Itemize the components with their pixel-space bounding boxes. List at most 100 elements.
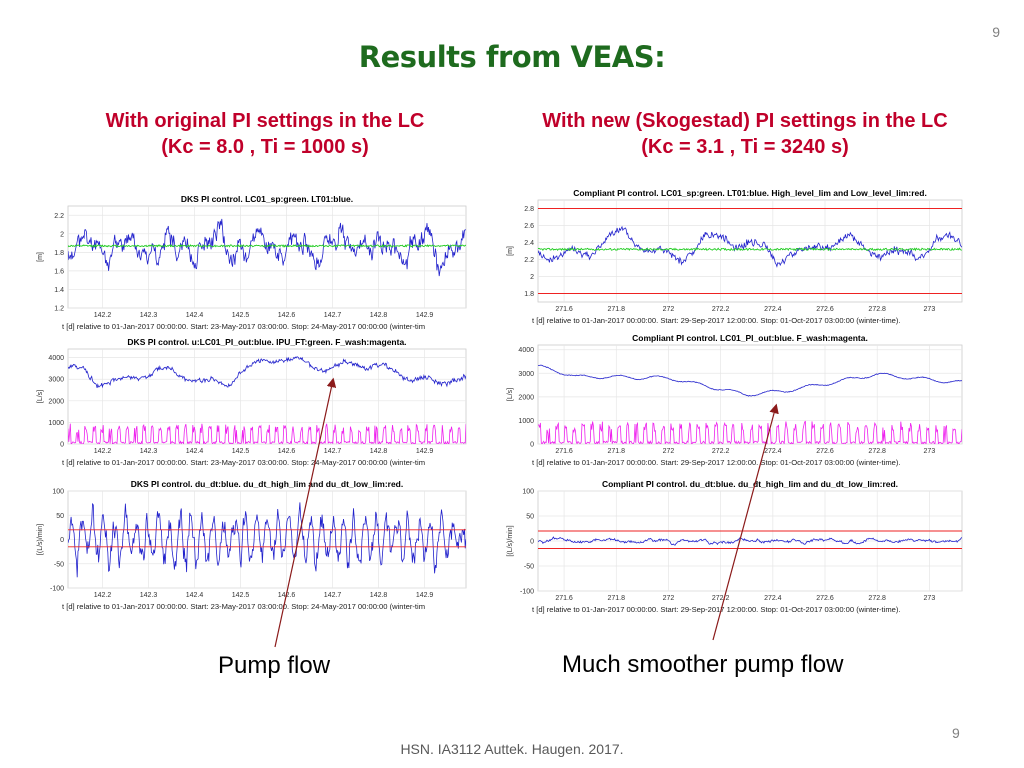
left-level-ytick-label: 2 — [60, 231, 64, 238]
left-flow-ylabel: [L/s] — [37, 390, 44, 403]
right-rate-ytick-label: 50 — [526, 514, 534, 521]
left-level-series-blue-0 — [68, 218, 466, 277]
left-flow-xlabel: t [d] relative to 01-Jan-2017 00:00:00. … — [62, 458, 425, 467]
right-level-xtick-label: 272 — [663, 306, 675, 313]
left-flow-xtick-label: 142.4 — [186, 448, 204, 455]
left-flow-xtick-label: 142.5 — [232, 448, 250, 455]
right-level-series-blue-0 — [538, 225, 962, 268]
right-flow-xtick-label: 272.4 — [764, 448, 782, 455]
right-flow-series-blue-0 — [538, 364, 962, 397]
right-level-ytick-label: 2.8 — [524, 206, 534, 213]
right-level-xtick-label: 271.8 — [608, 306, 626, 313]
right-flow-ytick-label: 0 — [530, 442, 534, 449]
left-rate-xtick-label: 142.4 — [186, 592, 204, 599]
left-flow-series-blue-0 — [68, 356, 466, 389]
right-flow-ytick-label: 2000 — [518, 394, 534, 401]
right-rate-ylabel: [(L/s)/min] — [507, 525, 514, 556]
left-level-xtick-label: 142.5 — [232, 312, 250, 319]
left-level-xtick-label: 142.6 — [278, 312, 296, 319]
right-flow-xtick-label: 272 — [663, 448, 675, 455]
right-flow-ylabel: [L/s] — [507, 388, 514, 401]
right-level-xtick-label: 272.6 — [816, 306, 834, 313]
left-rate-plot: DKS PI control. du_dt:blue. du_dt_high_l… — [37, 479, 467, 611]
right-level-ytick-label: 2.6 — [524, 223, 534, 230]
right-flow-ytick-label: 3000 — [518, 371, 534, 378]
left-rate-xlabel: t [d] relative to 01-Jan-2017 00:00:00. … — [62, 602, 425, 611]
left-rate-ylabel: [(L/s)/min] — [37, 524, 44, 555]
right-level-xtick-label: 272.4 — [764, 306, 782, 313]
left-flow-series-magenta-1 — [68, 423, 466, 444]
right-flow-title: Compliant PI control. LC01_PI_out:blue. … — [632, 333, 868, 343]
right-flow-xtick-label: 271.6 — [555, 448, 573, 455]
right-level-series-green-1 — [538, 247, 962, 252]
right-heading-line2: (Kc = 3.1 , Ti = 3240 s) — [641, 136, 849, 158]
right-flow-ytick-label: 4000 — [518, 347, 534, 354]
left-rate-ytick-label: -100 — [50, 586, 64, 593]
left-heading-line1: With original PI settings in the LC — [105, 110, 425, 132]
smoother-flow-arrow — [712, 403, 779, 641]
right-rate-plot: Compliant PI control. du_dt:blue. du_dt_… — [507, 479, 963, 614]
left-flow-xtick-label: 142.7 — [324, 448, 342, 455]
left-heading-line2: (Kc = 8.0 , Ti = 1000 s) — [161, 136, 369, 158]
slide-number-bottom: 9 — [952, 725, 960, 741]
left-flow-ytick-label: 3000 — [48, 377, 64, 384]
left-rate-xtick-label: 142.7 — [324, 592, 342, 599]
right-flow-xlabel: t [d] relative to 01-Jan-2017 00:00:00. … — [532, 458, 901, 467]
left-rate-ytick-label: 100 — [52, 489, 64, 496]
left-flow-plot: DKS PI control. u:LC01_PI_out:blue. IPU_… — [37, 337, 467, 467]
left-rate-xtick-label: 142.3 — [140, 592, 158, 599]
pump-flow-arrow — [274, 377, 337, 648]
left-level-ytick-label: 2.2 — [54, 213, 64, 220]
left-flow-title: DKS PI control. u:LC01_PI_out:blue. IPU_… — [127, 337, 406, 347]
left-column-heading: With original PI settings in the LC (Kc … — [55, 108, 475, 160]
right-rate-title: Compliant PI control. du_dt:blue. du_dt_… — [602, 479, 898, 489]
left-flow-xtick-label: 142.8 — [370, 448, 388, 455]
slide-title: Results from VEAS: — [358, 40, 666, 74]
right-flow-xtick-label: 272.8 — [868, 448, 886, 455]
left-flow-xtick-label: 142.2 — [94, 448, 112, 455]
left-flow-xtick-label: 142.3 — [140, 448, 158, 455]
right-flow-xtick-label: 273 — [924, 448, 936, 455]
right-rate-ytick-label: 0 — [530, 539, 534, 546]
pump-flow-annotation: Pump flow — [218, 652, 331, 679]
right-flow-xtick-label: 272.6 — [816, 448, 834, 455]
right-rate-xtick-label: 272.2 — [712, 595, 730, 602]
left-rate-xtick-label: 142.5 — [232, 592, 250, 599]
right-rate-xtick-label: 271.6 — [555, 595, 573, 602]
left-level-xtick-label: 142.9 — [416, 312, 434, 319]
right-level-ytick-label: 2.4 — [524, 240, 534, 247]
left-flow-ytick-label: 4000 — [48, 355, 64, 362]
right-rate-xlabel: t [d] relative to 01-Jan-2017 00:00:00. … — [532, 605, 901, 614]
right-level-ylabel: [m] — [507, 246, 514, 256]
right-level-xtick-label: 272.8 — [868, 306, 886, 313]
left-rate-xtick-label: 142.2 — [94, 592, 112, 599]
left-level-series-green-1 — [68, 243, 466, 248]
right-flow-xtick-label: 271.8 — [608, 448, 626, 455]
left-flow-ytick-label: 1000 — [48, 420, 64, 427]
left-flow-xtick-label: 142.6 — [278, 448, 296, 455]
left-level-ytick-label: 1.8 — [54, 250, 64, 257]
footer: HSN. IA3112 Auttek. Haugen. 2017. — [400, 741, 624, 757]
right-rate-ytick-label: -100 — [520, 589, 534, 596]
right-heading-line1: With new (Skogestad) PI settings in the … — [542, 110, 948, 132]
left-rate-xtick-label: 142.8 — [370, 592, 388, 599]
left-rate-ytick-label: 0 — [60, 537, 64, 544]
left-level-xtick-label: 142.4 — [186, 312, 204, 319]
left-level-title: DKS PI control. LC01_sp:green. LT01:blue… — [181, 194, 353, 204]
left-level-xtick-label: 142.7 — [324, 312, 342, 319]
left-rate-xtick-label: 142.9 — [416, 592, 434, 599]
right-flow-xtick-label: 272.2 — [712, 448, 730, 455]
right-flow-series-magenta-1 — [538, 420, 962, 444]
right-flow-plot: Compliant PI control. LC01_PI_out:blue. … — [507, 333, 963, 467]
right-flow-ytick-label: 1000 — [518, 418, 534, 425]
right-rate-ytick-label: -50 — [524, 564, 534, 571]
right-rate-xtick-label: 272.8 — [868, 595, 886, 602]
right-level-ytick-label: 2.2 — [524, 257, 534, 264]
right-level-xtick-label: 272.2 — [712, 306, 730, 313]
right-column-heading: With new (Skogestad) PI settings in the … — [500, 108, 990, 160]
right-rate-series-blue-0 — [538, 536, 962, 546]
right-level-title: Compliant PI control. LC01_sp:green. LT0… — [573, 188, 927, 198]
left-rate-ytick-label: 50 — [56, 513, 64, 520]
left-level-plot: DKS PI control. LC01_sp:green. LT01:blue… — [37, 194, 467, 331]
right-level-ytick-label: 2 — [530, 274, 534, 281]
